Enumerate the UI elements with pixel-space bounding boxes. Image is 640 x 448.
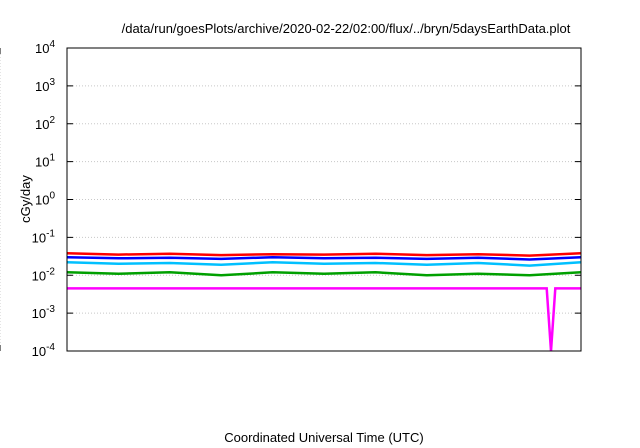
y-tick-label: 104	[35, 39, 55, 56]
series-group	[66, 252, 582, 352]
y-axis: 10-4 10-3 10-2 10-1 100 101 102 103 104	[32, 39, 581, 359]
y-tick-label: 10-4	[32, 342, 56, 359]
plot-frame	[66, 47, 582, 352]
series-line-4	[67, 287, 581, 352]
grid	[0, 47, 581, 352]
x-axis-label: Coordinated Universal Time (UTC)	[224, 430, 423, 445]
y-tick-label: 10-2	[32, 266, 56, 283]
series-line-1	[66, 255, 582, 261]
chart-title: /data/run/goesPlots/archive/2020-02-22/0…	[122, 21, 571, 36]
y-tick-label: 102	[35, 115, 55, 132]
y-tick-label: 10-3	[32, 304, 56, 321]
y-tick-label: 100	[35, 191, 55, 208]
series-line-3	[66, 271, 582, 277]
series-line-0	[66, 252, 582, 257]
y-tick-label: 101	[35, 153, 55, 170]
y-axis-label: cGy/day	[18, 175, 33, 223]
y-tick-label: 103	[35, 77, 55, 94]
series-line-2	[66, 261, 582, 267]
y-tick-label: 10-1	[32, 228, 56, 245]
